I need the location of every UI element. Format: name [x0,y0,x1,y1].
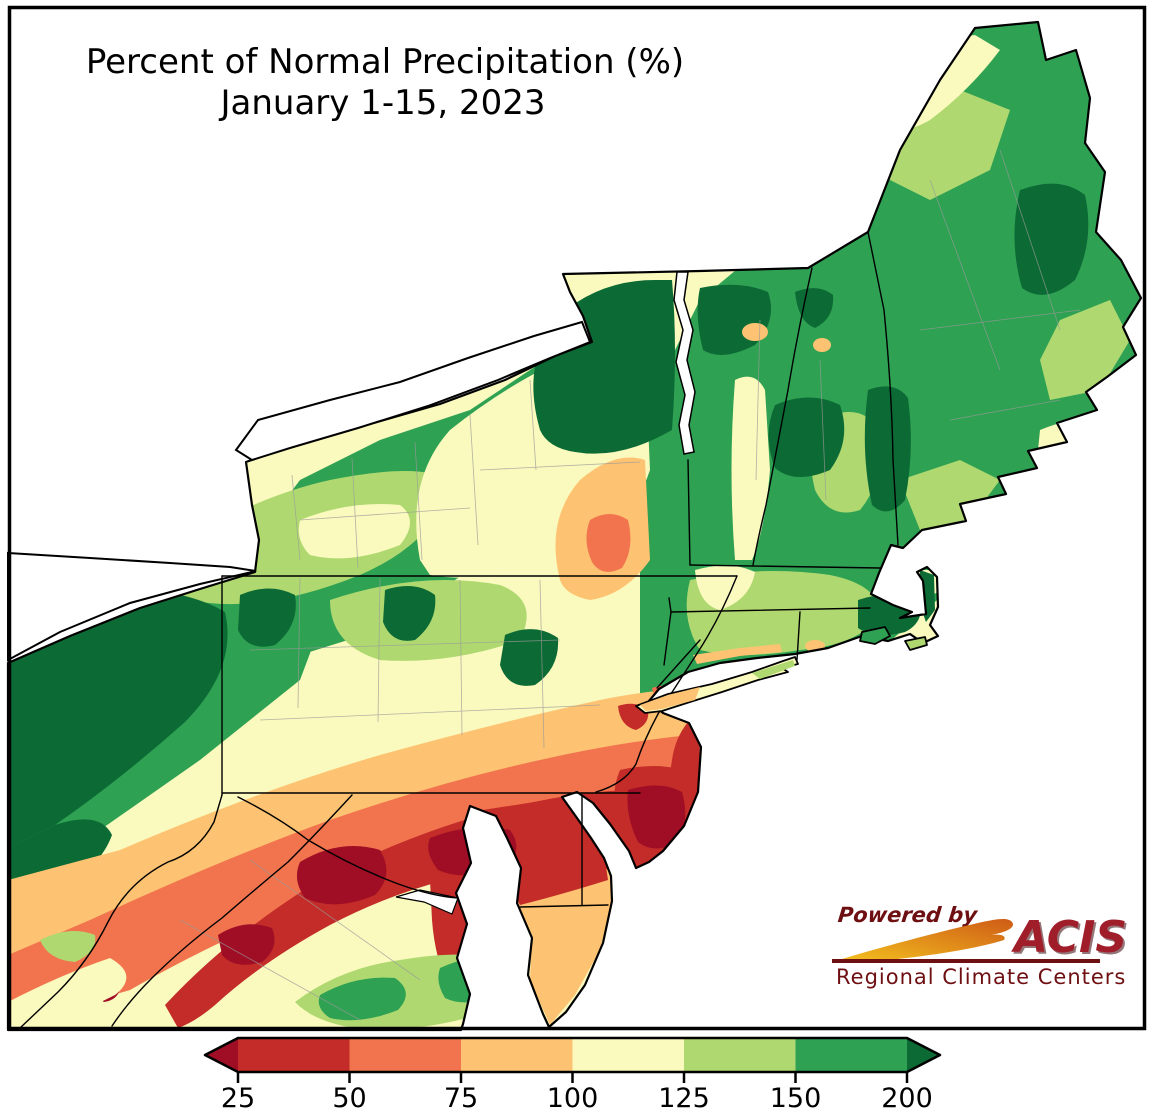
map-frame [7,5,1147,1031]
title-line2: January 1-15, 2023 [218,83,545,123]
svg-text:ACIS: ACIS [1013,914,1129,965]
lake-erie [7,551,257,662]
region-darkred-core-wv-md [296,846,387,905]
tick-label-25: 25 [221,1083,255,1112]
tick-label-75: 75 [444,1083,478,1112]
acis-logo: Powered by ACIS ACIS Regional Climate Ce… [832,902,1129,989]
tick-label-200: 200 [881,1083,933,1112]
tick-label-100: 100 [547,1083,599,1112]
powered-by-text: Powered by [837,902,980,927]
lake-champlain [673,271,696,455]
colorbar-left-arrow [205,1038,238,1072]
colorbar-right-arrow [907,1038,940,1072]
region-darkred-core-south-nj [627,785,686,849]
islands [635,626,928,714]
tick-label-125: 125 [658,1083,710,1112]
marthas-vineyard [859,626,891,645]
tick-label-150: 150 [770,1083,822,1112]
region-white-mtns-spot [742,323,768,341]
acis-wordmark: ACIS [1011,912,1127,963]
title-line1: Percent of Normal Precipitation (%) [86,42,684,82]
colorbar: 25 50 75 100 125 150 200 [203,1036,942,1112]
colorbar-ticks [236,1072,909,1083]
logo-tagline: Regional Climate Centers [836,965,1126,989]
state-borders [19,231,899,1029]
lake-ontario [234,320,592,462]
region-nwpa-darkgreen [8,587,228,848]
nantucket [904,636,928,651]
logo-underline [832,959,1100,963]
acis-swoosh [832,919,1014,963]
tick-label-50: 50 [332,1083,366,1112]
title-block: Percent of Normal Precipitation (%) Janu… [86,42,684,123]
county-lines [179,149,1081,1021]
